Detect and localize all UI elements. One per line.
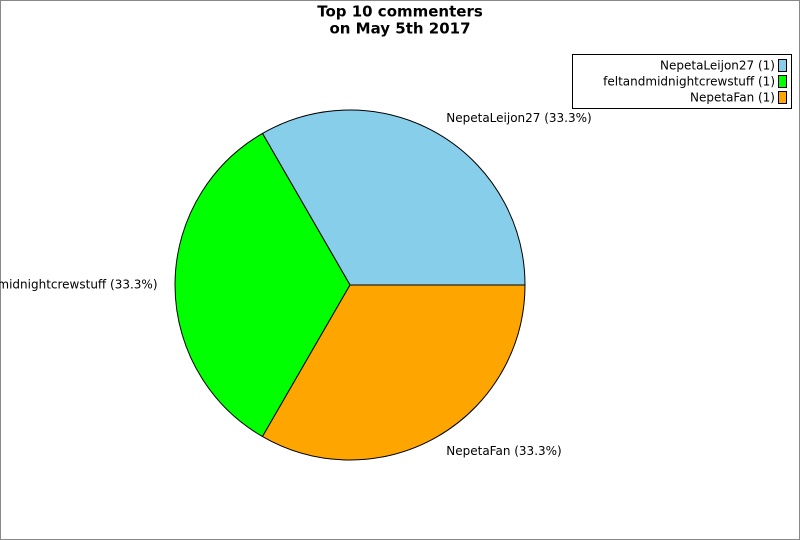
legend-swatch — [778, 59, 787, 72]
chart-title: Top 10 commenters — [317, 3, 483, 21]
legend-box — [572, 54, 792, 109]
pie-slice — [174, 132, 351, 438]
legend-label: feltandmidnightcrewstuff (1) — [603, 75, 775, 89]
slice-label: feltandmidnightcrewstuff (33.3%) — [0, 278, 158, 292]
pie-slice — [261, 284, 526, 461]
legend-swatch — [778, 75, 787, 88]
slice-label: NepetaLeijon27 (33.3%) — [446, 111, 591, 125]
legend-label: NepetaLeijon27 (1) — [660, 59, 775, 73]
slice-label: NepetaFan (33.3%) — [446, 444, 561, 458]
pie-slice — [261, 109, 526, 286]
legend-swatch — [778, 91, 787, 104]
chart-title: on May 5th 2017 — [329, 20, 470, 38]
legend-label: NepetaFan (1) — [690, 91, 775, 105]
